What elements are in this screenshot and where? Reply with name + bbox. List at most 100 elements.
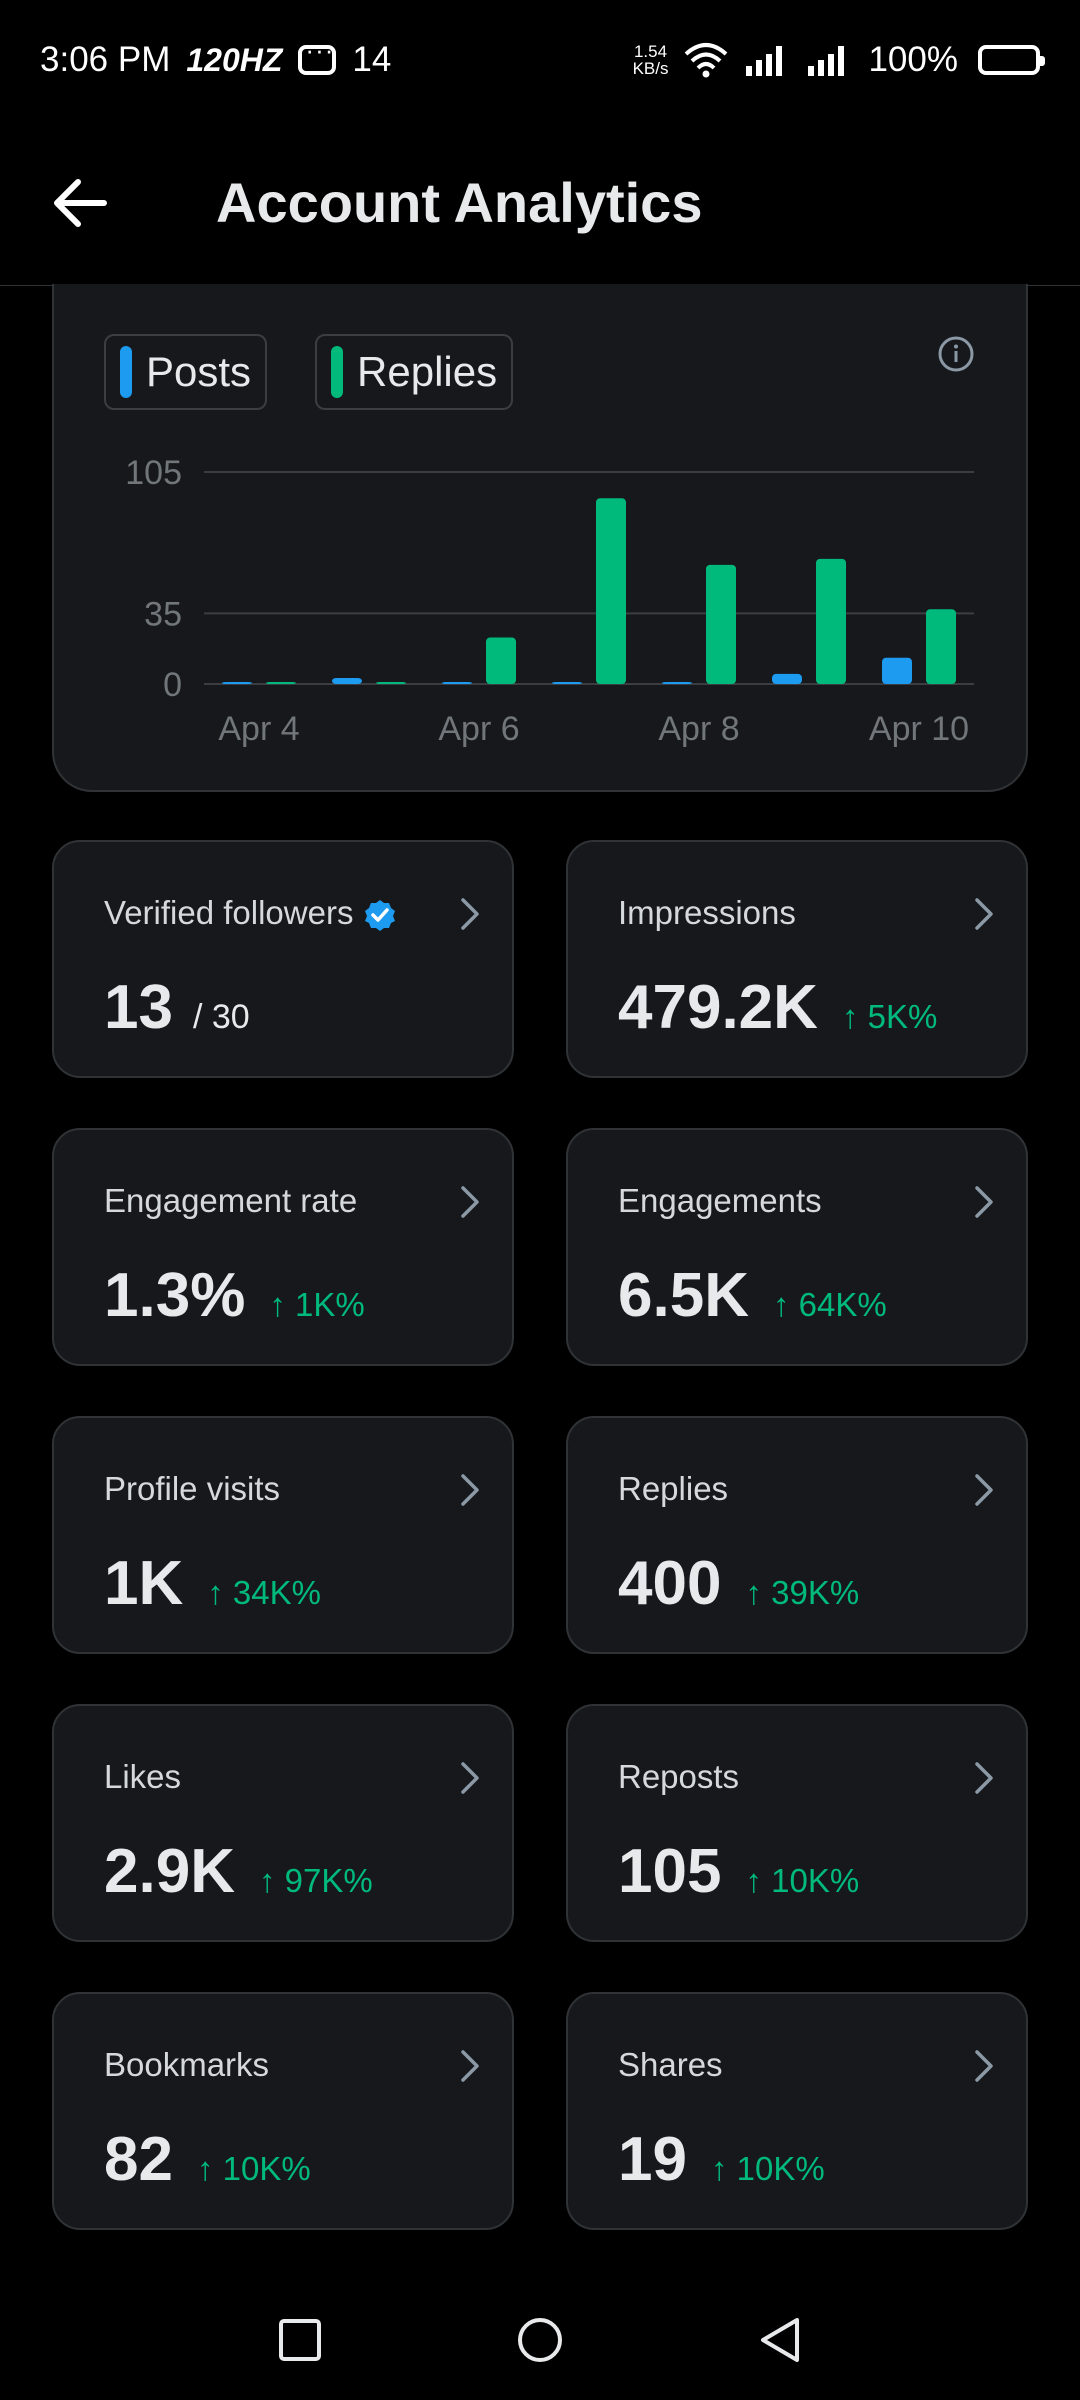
stat-change: ↑ 10K% <box>196 2150 311 2187</box>
legend-label-posts: Posts <box>146 348 252 395</box>
bar-posts-apr-10[interactable] <box>882 657 912 684</box>
back-button[interactable] <box>10 120 150 286</box>
refresh-rate: 120HZ <box>186 41 283 78</box>
verified-badge-icon <box>365 900 396 932</box>
chevron-right-icon <box>975 1762 993 1794</box>
bar-replies-apr-7[interactable] <box>596 498 626 684</box>
stat-label-text: Engagement rate <box>104 1182 358 1219</box>
legend-swatch-posts <box>120 346 132 398</box>
stat-label-text: Shares <box>618 2046 723 2083</box>
bar-posts-apr-4[interactable] <box>222 682 252 684</box>
stat-label: Bookmarks <box>104 2046 269 2084</box>
stat-value: 2.9K <box>104 1837 235 1906</box>
stat-label-text: Impressions <box>618 894 796 931</box>
chart-card: Posts Replies 0 35 105 Apr 4 Apr 6 Apr 8 Apr 1… <box>52 284 1028 792</box>
stat-card[interactable]: Engagements 6.5K ↑ 64K% <box>566 1128 1028 1366</box>
x-tick-label: Apr 10 <box>869 710 969 748</box>
stat-card[interactable]: Impressions 479.2K ↑ 5K% <box>566 840 1028 1078</box>
bar-replies-apr-5[interactable] <box>376 682 406 684</box>
x-tick-label: Apr 4 <box>218 710 299 748</box>
app-header: Account Analytics <box>0 120 1080 286</box>
stat-change: ↑ 10K% <box>710 2150 825 2187</box>
stat-value-row: 6.5K ↑ 64K% <box>618 1260 887 1331</box>
bar-replies-apr-10[interactable] <box>926 609 956 684</box>
stat-label-text: Profile visits <box>104 1470 281 1507</box>
stat-label: Reposts <box>618 1758 739 1796</box>
bar-posts-apr-8[interactable] <box>662 682 692 684</box>
stat-card[interactable]: Reposts 105 ↑ 10K% <box>566 1704 1028 1942</box>
network-speed: 1.54 KB/s <box>633 43 669 77</box>
home-button[interactable] <box>510 2310 570 2370</box>
stat-value: 19 <box>618 2125 687 2194</box>
stat-value-row: 479.2K ↑ 5K% <box>618 972 937 1043</box>
y-tick-label: 35 <box>144 595 182 633</box>
bar-posts-apr-7[interactable] <box>552 682 582 684</box>
stat-value: 105 <box>618 1837 722 1906</box>
chevron-right-icon <box>975 1474 993 1506</box>
stat-value: 479.2K <box>618 973 818 1042</box>
triangle-back-icon <box>761 2318 799 2362</box>
battery-percent: 100% <box>868 40 958 79</box>
chevron-right-icon <box>461 1474 479 1506</box>
stat-label: Replies <box>618 1470 728 1508</box>
stat-value: 13 <box>104 973 173 1042</box>
chevron-right-icon <box>975 1186 993 1218</box>
stat-label: Shares <box>618 2046 723 2084</box>
stat-card[interactable]: Shares 19 ↑ 10K% <box>566 1992 1028 2230</box>
bar-posts-apr-9[interactable] <box>772 673 802 684</box>
stat-change: ↑ 39K% <box>745 1574 860 1611</box>
bar-replies-apr-6[interactable] <box>486 637 516 684</box>
bar-replies-apr-4[interactable] <box>266 682 296 684</box>
status-right: 1.54 KB/s 100% <box>633 40 1045 80</box>
stat-value-row: 400 ↑ 39K% <box>618 1548 859 1619</box>
stat-value-row: 105 ↑ 10K% <box>618 1836 859 1907</box>
stat-label-text: Verified followers <box>104 894 354 931</box>
net-speed-value: 1.54 <box>633 42 668 61</box>
stat-change: ↑ 34K% <box>207 1574 321 1611</box>
back-nav-button[interactable] <box>750 2310 810 2370</box>
arrow-left-icon <box>54 178 107 227</box>
legend-replies[interactable]: Replies <box>315 334 514 410</box>
stat-value-row: 19 ↑ 10K% <box>618 2124 825 2195</box>
stat-label: Engagements <box>618 1182 822 1220</box>
battery-icon <box>978 45 1045 75</box>
message-icon <box>298 35 337 75</box>
legend-posts[interactable]: Posts <box>104 334 268 410</box>
signal-icon-2 <box>808 46 845 76</box>
stat-value: 400 <box>618 1549 722 1618</box>
stat-label: Profile visits <box>104 1470 280 1508</box>
stat-value-row: 82 ↑ 10K% <box>104 2124 311 2195</box>
bar-chart: 0 35 105 Apr 4 Apr 6 Apr 8 Apr 10 <box>125 454 974 748</box>
stat-value: 6.5K <box>618 1261 749 1330</box>
stat-card[interactable]: Likes 2.9K ↑ 97K% <box>52 1704 514 1942</box>
stat-card[interactable]: Engagement rate 1.3% ↑ 1K% <box>52 1128 514 1366</box>
info-icon[interactable] <box>936 334 976 374</box>
chevron-right-icon <box>461 1762 479 1794</box>
status-left: 3:06 PM 120HZ 14 <box>40 35 391 80</box>
stat-card[interactable]: Profile visits 1K ↑ 34K% <box>52 1416 514 1654</box>
stat-change: ↑ 64K% <box>772 1286 887 1323</box>
stat-card[interactable]: Bookmarks 82 ↑ 10K% <box>52 1992 514 2230</box>
stat-change: ↑ 97K% <box>258 1862 373 1899</box>
stat-card[interactable]: Verified followers 13 / 30 <box>52 840 514 1078</box>
x-tick-label: Apr 6 <box>438 710 519 748</box>
bar-posts-apr-6[interactable] <box>442 681 472 684</box>
stat-value-row: 1.3% ↑ 1K% <box>104 1260 365 1331</box>
bar-replies-apr-9[interactable] <box>816 558 846 684</box>
stat-label: Engagement rate <box>104 1182 357 1220</box>
bar-posts-apr-5[interactable] <box>332 677 362 684</box>
wifi-icon <box>685 43 728 78</box>
stat-value-row: 13 / 30 <box>104 972 250 1043</box>
stat-value-row: 2.9K ↑ 97K% <box>104 1836 373 1907</box>
stat-card[interactable]: Replies 400 ↑ 39K% <box>566 1416 1028 1654</box>
chevron-right-icon <box>461 1186 479 1218</box>
stat-label: Impressions <box>618 894 796 932</box>
y-tick-label: 105 <box>125 454 182 492</box>
recents-button[interactable] <box>270 2310 330 2370</box>
stat-value-row: 1K ↑ 34K% <box>104 1548 321 1619</box>
stat-change: ↑ 5K% <box>841 998 938 1035</box>
chart-legend: Posts Replies <box>104 334 514 410</box>
system-nav-bar <box>0 2280 1080 2400</box>
bar-replies-apr-8[interactable] <box>706 564 736 684</box>
stat-value: 1K <box>104 1549 184 1618</box>
